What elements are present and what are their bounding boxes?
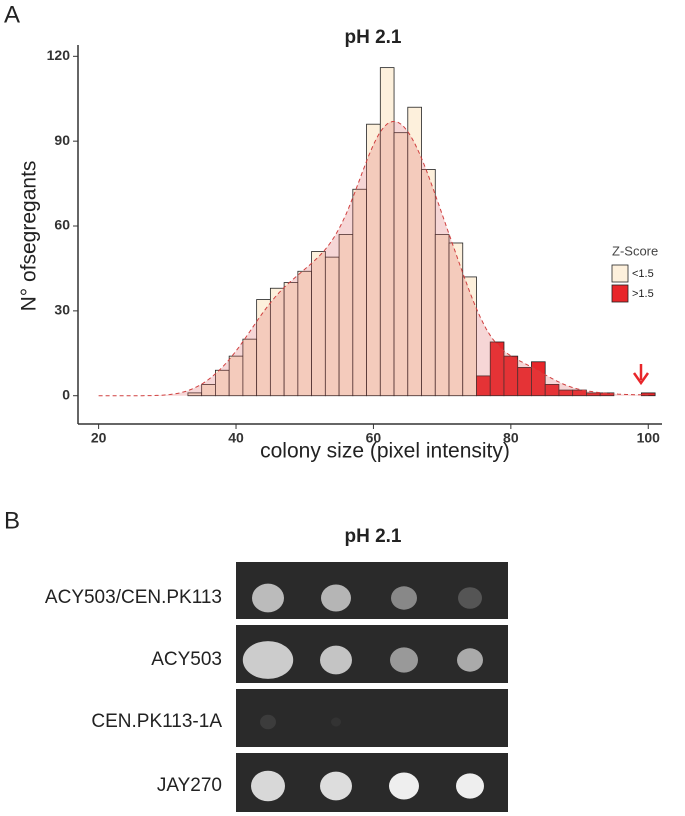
legend-label: >1.5 <box>632 288 654 300</box>
legend-swatch <box>611 264 629 283</box>
legend-label: <1.5 <box>632 268 654 280</box>
x-tick-label: 40 <box>228 430 244 446</box>
colony <box>321 584 351 612</box>
bar <box>462 276 477 397</box>
colony <box>252 583 284 613</box>
legend-title: Z-Score <box>612 243 658 258</box>
plate-separator <box>236 683 508 689</box>
colony <box>331 717 341 727</box>
density-area <box>98 121 649 396</box>
x-tick-label: 20 <box>91 430 107 446</box>
colony <box>457 648 483 672</box>
colony <box>389 772 419 800</box>
colony <box>242 641 294 679</box>
row-label: ACY503 <box>151 649 222 670</box>
x-tick-label: 100 <box>637 430 661 446</box>
panel-label: A <box>4 1 20 28</box>
x-axis-title: colony size (pixel intensity) <box>260 440 510 463</box>
y-tick-label: 60 <box>54 217 70 233</box>
colony <box>320 771 352 801</box>
colony <box>260 714 276 730</box>
colony <box>251 770 285 802</box>
y-axis-title: N° ofsegregants <box>18 161 41 312</box>
y-tick-label: 90 <box>54 132 70 148</box>
y-tick-label: 0 <box>62 386 70 402</box>
colony <box>391 586 417 610</box>
x-tick-label: 60 <box>366 430 382 446</box>
row-label: CEN.PK113-1A <box>91 711 222 732</box>
x-tick-label: 80 <box>503 430 519 446</box>
chart-title: pH 2.1 <box>344 27 401 48</box>
panel-label: B <box>4 507 20 534</box>
annotation-arrow <box>632 364 650 386</box>
row-label: ACY503/CEN.PK113 <box>45 587 222 608</box>
colony <box>390 647 418 673</box>
plate-title: pH 2.1 <box>344 526 401 547</box>
plate-separator <box>236 747 508 753</box>
colony <box>456 773 484 799</box>
colony <box>320 645 352 675</box>
density-line <box>98 121 649 397</box>
row-label: JAY270 <box>157 775 222 796</box>
y-tick-label: 30 <box>54 302 70 318</box>
plate-separator <box>236 619 508 625</box>
y-tick-label: 120 <box>47 47 71 63</box>
legend-swatch <box>611 284 629 303</box>
bar <box>531 361 546 397</box>
colony <box>458 587 482 609</box>
